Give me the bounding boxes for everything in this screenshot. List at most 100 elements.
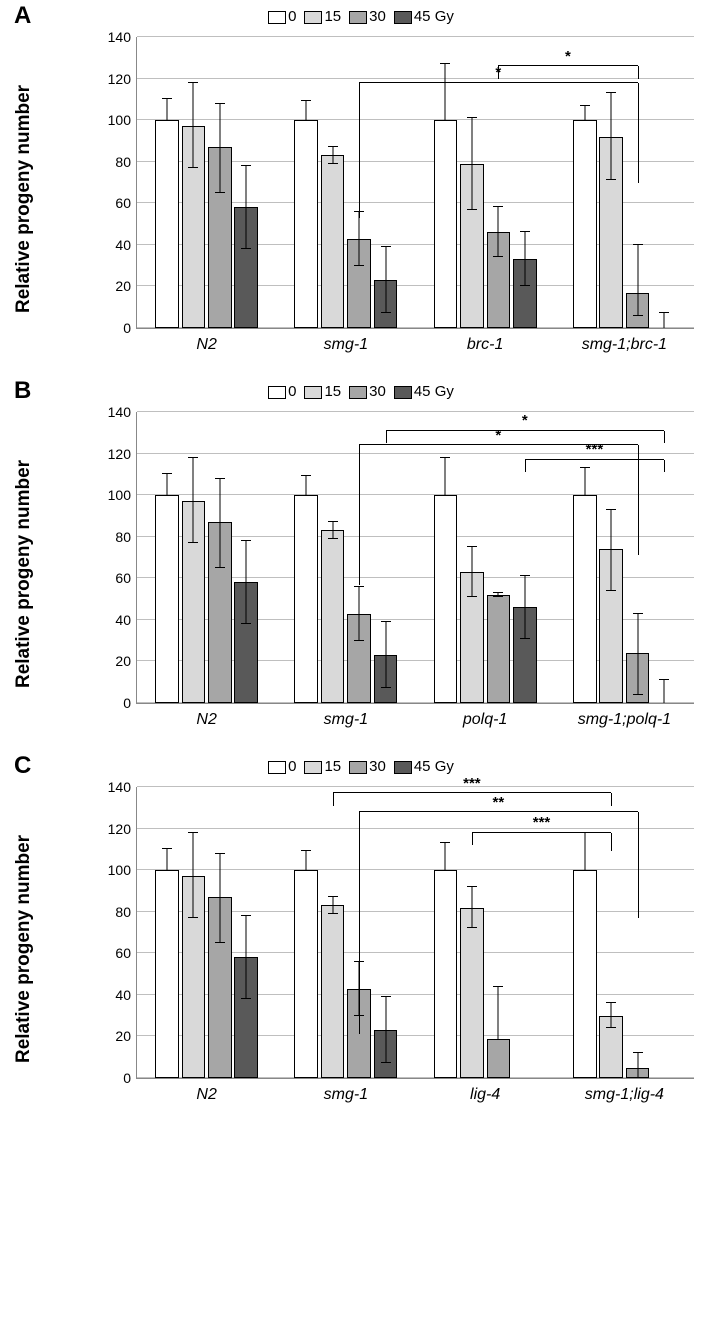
legend-swatch [349,386,367,399]
y-tick-label: 20 [115,278,137,294]
bar [460,908,484,1078]
error-bar [445,458,446,495]
error-cap [188,917,198,918]
bar [155,120,179,328]
error-bar [359,587,360,641]
error-cap [440,842,450,843]
error-bar [471,118,472,209]
error-cap [633,694,643,695]
bar [573,495,597,703]
y-tick-label: 0 [123,695,137,711]
error-bar [611,510,612,591]
x-group-label: smg-1;brc-1 [582,328,667,354]
error-bar [524,576,525,638]
plot-area: 020406080100120140N2smg-1brc-1smg-1;brc-… [136,37,694,329]
y-tick-label: 20 [115,1028,137,1044]
error-cap [606,590,616,591]
y-tick-label: 120 [108,71,137,87]
bar [434,120,458,328]
error-bar [246,166,247,249]
y-tick-label: 0 [123,320,137,336]
significance-bracket [333,792,612,793]
chart-box: Relative progeny number02040608010012014… [96,404,694,744]
y-axis-label: Relative progeny number [13,835,35,1063]
error-cap [493,256,503,257]
gridline [137,494,694,495]
error-cap [162,848,172,849]
error-bar [306,101,307,120]
error-cap [580,467,590,468]
bar [487,595,511,703]
significance-bracket-drop [333,793,334,805]
error-bar [385,247,386,314]
error-cap [328,913,338,914]
y-tick-label: 100 [108,862,137,878]
error-bar [385,622,386,689]
bar [294,120,318,328]
panel-A: 0153045 GyARelative progeny number020406… [8,8,706,369]
error-cap [162,473,172,474]
error-cap [328,538,338,539]
significance-bracket-drop [611,793,612,805]
error-bar [498,987,499,1039]
error-cap [188,457,198,458]
x-group-label: smg-1;lig-4 [585,1078,664,1104]
significance-bracket-drop [359,445,360,584]
bar [294,870,318,1078]
error-cap [580,105,590,106]
chart-box: Relative progeny number02040608010012014… [96,29,694,369]
legend-row: 0153045 Gy [8,8,706,25]
significance-bracket-drop [472,833,473,845]
error-bar [359,212,360,266]
error-cap [440,63,450,64]
error-cap [493,206,503,207]
significance-stars: *** [463,775,481,792]
bar [321,905,345,1078]
bar [155,870,179,1078]
error-bar [306,476,307,495]
error-cap [188,82,198,83]
error-bar [664,680,665,703]
error-cap [467,209,477,210]
significance-bracket-drop [359,83,360,218]
significance-bracket-drop [386,431,387,443]
significance-stars: * [565,48,571,65]
x-group-label: smg-1 [324,1078,368,1104]
error-cap [606,1027,616,1028]
error-bar [193,83,194,168]
y-tick-label: 140 [108,29,137,45]
legend-label: 15 [324,8,341,25]
legend-swatch [349,11,367,24]
x-group-label: N2 [196,1078,216,1104]
legend-label: 15 [324,383,341,400]
legend-label: 45 Gy [414,8,454,25]
legend-swatch [304,761,322,774]
error-cap [606,92,616,93]
error-bar [332,147,333,164]
error-cap [467,596,477,597]
error-cap [606,1002,616,1003]
y-tick-label: 100 [108,112,137,128]
legend-swatch [394,386,412,399]
panel-label: C [14,752,31,780]
gridline [137,828,694,829]
error-cap [606,179,616,180]
x-group-label: smg-1 [324,703,368,729]
panel-C: 0153045 GyCRelative progeny number020406… [8,758,706,1119]
significance-bracket-drop [638,812,639,918]
y-tick-label: 120 [108,446,137,462]
error-cap [241,623,251,624]
error-cap [328,521,338,522]
significance-bracket-drop [359,812,360,1034]
error-bar [584,106,585,121]
bar [434,495,458,703]
x-group-label: brc-1 [467,328,503,354]
error-cap [354,265,364,266]
y-tick-label: 80 [115,529,137,545]
error-cap [659,312,669,313]
legend-label: 0 [288,758,296,775]
significance-bracket-drop [664,460,665,472]
error-bar [193,833,194,918]
plot-area: 020406080100120140N2smg-1polq-1smg-1;pol… [136,412,694,704]
y-tick-label: 60 [115,195,137,211]
